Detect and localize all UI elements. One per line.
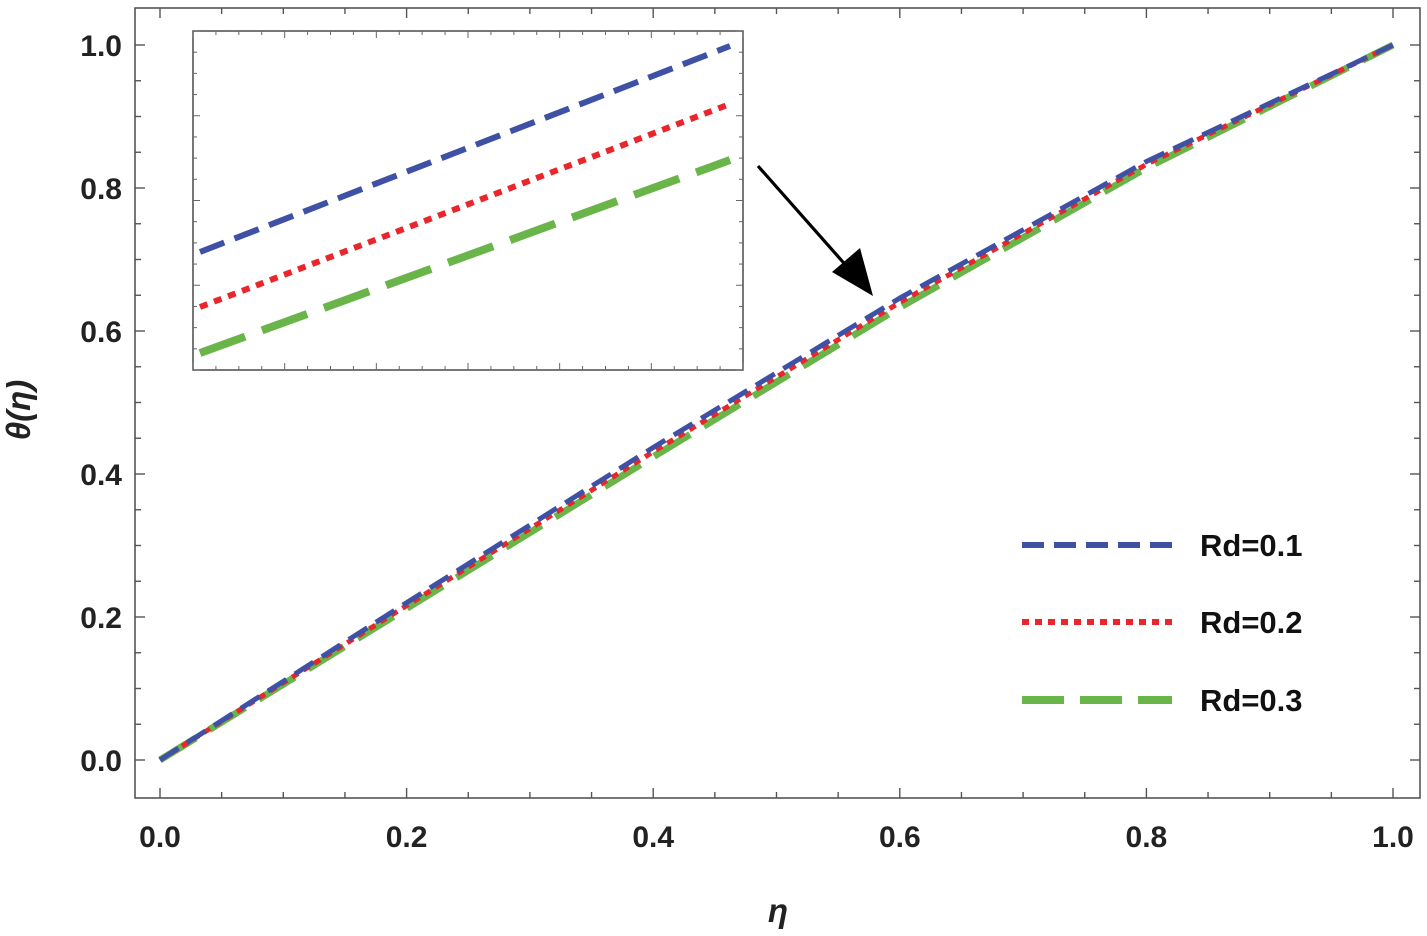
annotation-arrow — [756, 164, 873, 296]
inset-ticks — [192, 30, 744, 371]
legend-label-rd-0-1: Rd=0.1 — [1200, 528, 1303, 563]
series-line-rd-0-1 — [158, 42, 1395, 763]
x-axis-tick-labels: 0.0 0.2 0.4 0.6 0.8 1.0 — [139, 821, 1414, 854]
inset-plot — [192, 30, 744, 371]
inset-line-rd-0-1 — [198, 43, 732, 255]
y-tick-label: 0.2 — [80, 602, 122, 635]
x-tick-label: 0.2 — [386, 821, 428, 854]
x-tick-label: 1.0 — [1372, 821, 1414, 854]
legend-label-rd-0-3: Rd=0.3 — [1200, 683, 1303, 718]
y-tick-label: 0.6 — [80, 316, 122, 349]
x-tick-label: 0.6 — [879, 821, 921, 854]
y-axis-label: θ(η) — [0, 380, 37, 441]
x-axis-label: η — [768, 892, 788, 929]
inset-line-rd-0-2 — [198, 101, 732, 310]
y-axis-tick-labels: 0.0 0.2 0.4 0.6 0.8 1.0 — [80, 30, 122, 778]
x-tick-label: 0.4 — [632, 821, 674, 854]
y-tick-label: 0.0 — [80, 745, 122, 778]
legend: Rd=0.1 Rd=0.2 Rd=0.3 — [1022, 528, 1303, 718]
series-lines — [158, 41, 1395, 763]
x-axis-ticks — [159, 8, 1394, 798]
x-tick-label: 0.8 — [1126, 821, 1168, 854]
y-tick-label: 0.4 — [80, 459, 122, 492]
y-axis-ticks — [135, 44, 1420, 761]
x-tick-label: 0.0 — [139, 821, 181, 854]
y-tick-label: 0.8 — [80, 173, 122, 206]
inset-frame — [192, 30, 744, 371]
legend-label-rd-0-2: Rd=0.2 — [1200, 605, 1303, 640]
series-line-rd-0-3 — [158, 41, 1395, 763]
inset-line-rd-0-3 — [198, 156, 732, 357]
y-tick-label: 1.0 — [80, 30, 122, 63]
